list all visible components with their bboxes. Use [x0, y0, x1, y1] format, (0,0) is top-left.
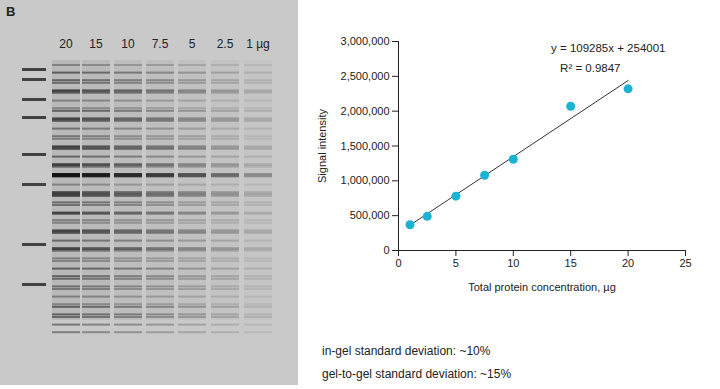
svg-text:0: 0: [383, 244, 389, 256]
svg-text:5: 5: [189, 37, 196, 51]
svg-text:20: 20: [59, 37, 73, 51]
svg-text:0: 0: [395, 257, 401, 269]
svg-text:3,000,000: 3,000,000: [341, 35, 390, 47]
svg-text:20: 20: [622, 257, 634, 269]
svg-text:y = 109285x + 254001: y = 109285x + 254001: [551, 42, 665, 54]
svg-text:1,500,000: 1,500,000: [341, 140, 390, 152]
svg-text:5: 5: [453, 257, 459, 269]
svg-text:7.5: 7.5: [152, 37, 169, 51]
svg-text:R² = 0.9847: R² = 0.9847: [560, 62, 620, 74]
svg-text:Signal intensity: Signal intensity: [316, 109, 328, 183]
html-text:in-gel standard deviation: ~10: in-gel standard deviation: ~10%: [322, 344, 491, 358]
svg-text:2,500,000: 2,500,000: [341, 70, 390, 82]
svg-text:500,000: 500,000: [350, 209, 390, 221]
svg-text:15: 15: [89, 37, 103, 51]
svg-text:1 µg: 1 µg: [246, 37, 270, 51]
svg-text:1,000,000: 1,000,000: [341, 174, 390, 186]
svg-text:10: 10: [507, 257, 519, 269]
svg-text:15: 15: [565, 257, 577, 269]
svg-text:25: 25: [679, 257, 691, 269]
svg-text:2,000,000: 2,000,000: [341, 105, 390, 117]
svg-text:Total protein concentration, µ: Total protein concentration, µg: [468, 281, 616, 293]
html-text:B: B: [6, 4, 16, 19]
svg-text:2.5: 2.5: [217, 37, 234, 51]
svg-text:10: 10: [121, 37, 135, 51]
html-text:gel-to-gel standard deviation:: gel-to-gel standard deviation: ~15%: [322, 367, 512, 381]
